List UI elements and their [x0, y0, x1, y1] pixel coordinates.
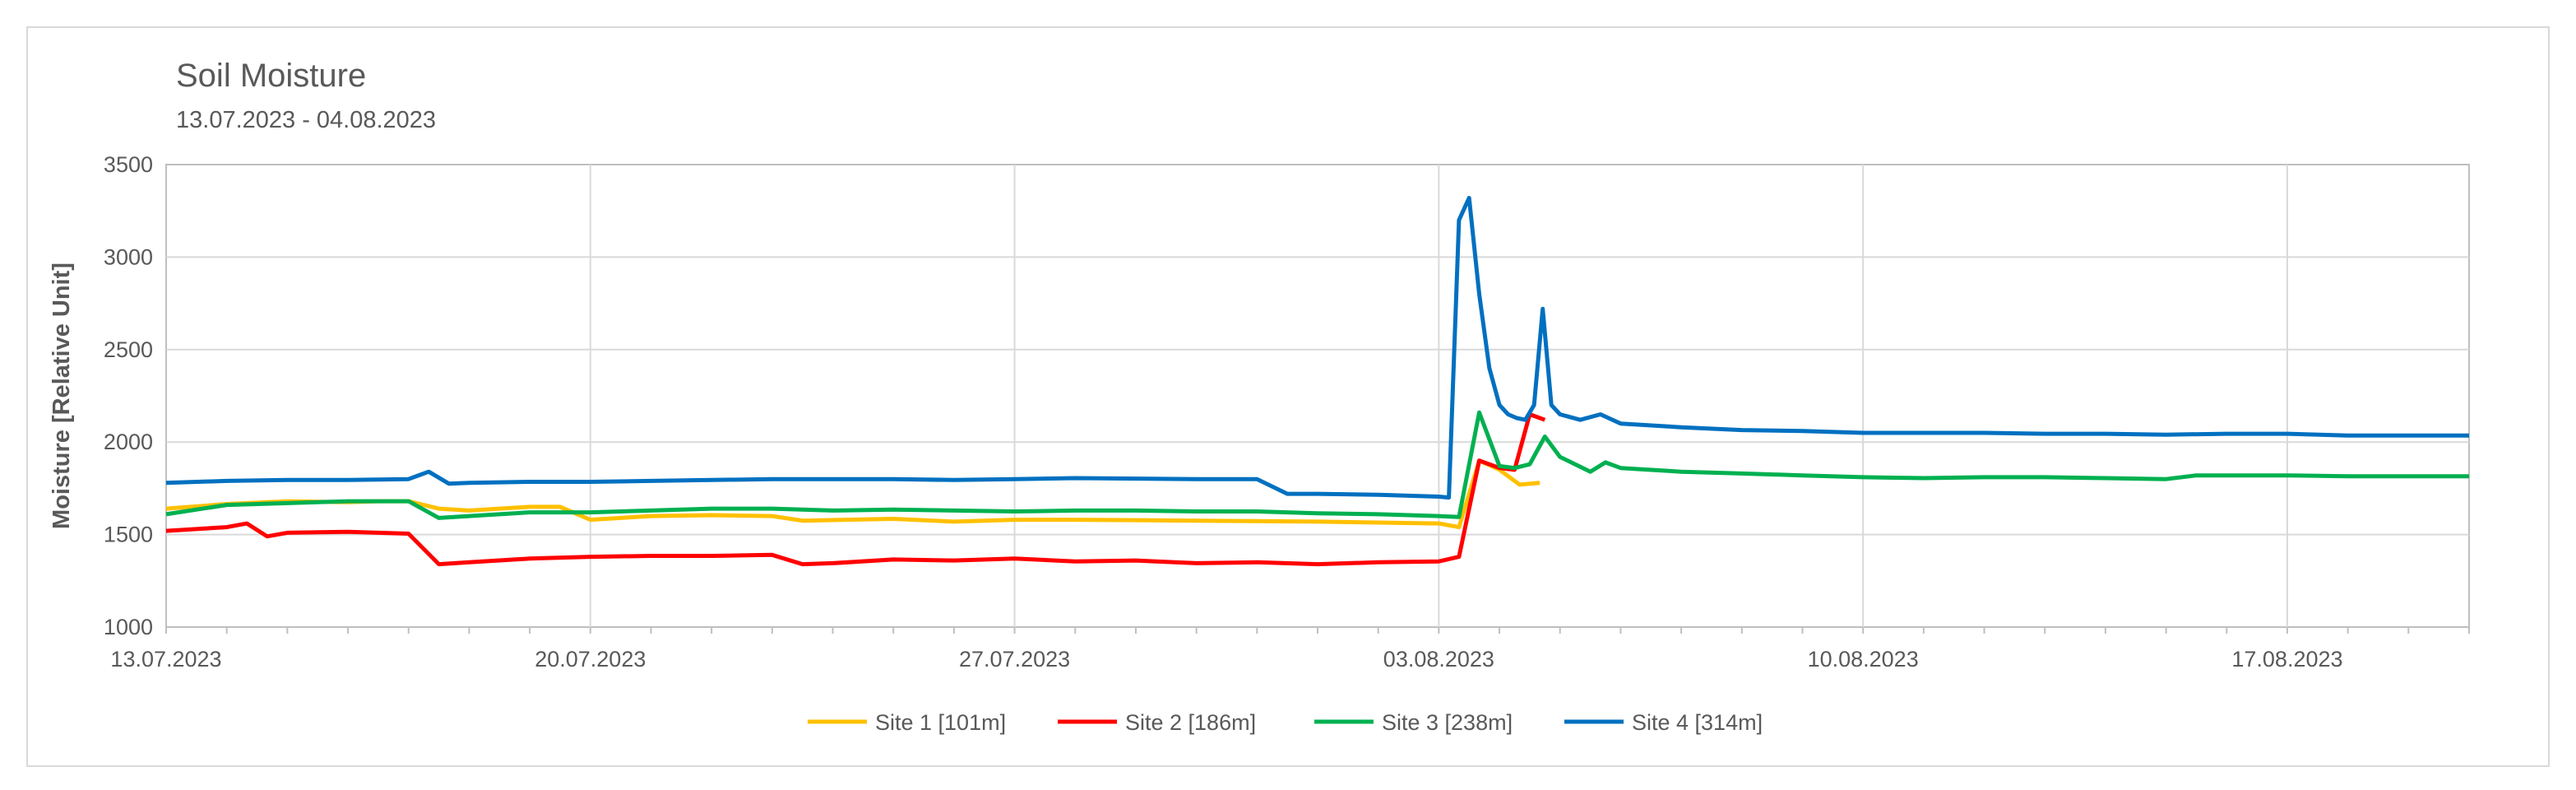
- x-tick-label: 03.08.2023: [1383, 647, 1494, 672]
- plot-border: [165, 164, 2470, 628]
- x-axis: 13.07.2023 20.07.2023 27.07.2023 03.08.2023…: [110, 627, 2470, 672]
- gridlines: [166, 165, 2469, 627]
- x-tick-label: 17.08.2023: [2231, 647, 2342, 672]
- x-tick-label: 13.07.2023: [110, 647, 221, 672]
- y-tick-label: 3500: [104, 152, 153, 177]
- series-line-site-4: [165, 196, 2469, 500]
- x-tick-label: 27.07.2023: [959, 647, 1070, 672]
- series-line-site-3: [165, 410, 2469, 520]
- y-tick-label: 1000: [104, 615, 153, 639]
- series-group: [165, 196, 2469, 567]
- legend-label-site-1: Site 1 [101m]: [875, 710, 1006, 735]
- y-tick-label: 2500: [104, 337, 153, 362]
- y-axis: 1000 1500 2000 2500 3000 3500: [104, 152, 153, 639]
- y-tick-label: 2000: [104, 430, 153, 454]
- legend: Site 1 [101m] Site 2 [186m] Site 3 [238m] S…: [808, 710, 1763, 735]
- chart-subtitle: 13.07.2023 - 04.08.2023: [176, 107, 437, 133]
- y-axis-label: Moisture [Relative Unit]: [49, 263, 75, 529]
- plot-area: [165, 164, 2470, 628]
- x-tick-label: 20.07.2023: [535, 647, 646, 672]
- chart-title: Soil Moisture: [176, 58, 367, 94]
- y-tick-label: 1500: [104, 523, 153, 547]
- series-line-site-2: [165, 412, 1546, 567]
- y-tick-label: 3000: [104, 244, 153, 269]
- legend-label-site-3: Site 3 [238m]: [1382, 710, 1513, 735]
- legend-label-site-4: Site 4 [314m]: [1632, 710, 1763, 735]
- legend-label-site-2: Site 2 [186m]: [1125, 710, 1256, 735]
- x-tick-label: 10.08.2023: [1808, 647, 1919, 672]
